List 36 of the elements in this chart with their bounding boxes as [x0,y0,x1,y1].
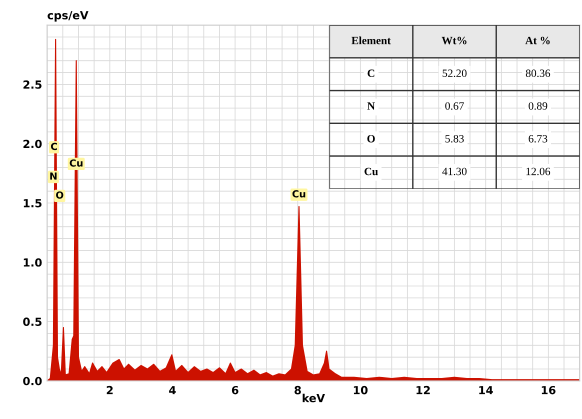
y-tick-label: 2.0 [23,140,42,148]
y-tick-label: 1.0 [24,258,42,267]
x-tick-label: 12 [416,386,430,394]
x-tick-label: 10 [354,386,368,394]
annotation: Cu [70,159,82,167]
x-tick-label: 4 [169,386,176,394]
x-tick-label: 16 [542,386,556,394]
annotation: N [50,172,57,180]
annotation: At % [525,36,550,44]
annotation: C [368,70,374,78]
y-tick-label: 1.5 [24,199,42,208]
annotation: 12.06 [526,168,550,176]
annotation: 5.83 [445,134,464,143]
x-tick-label: 8 [294,386,301,394]
annotation: 0.89 [528,102,548,110]
y-tick-label: 2.5 [23,80,42,89]
annotation: Cu [292,190,306,198]
y-tick-label: 0.0 [23,376,42,386]
x-tick-label: 2 [106,386,113,394]
y-axis-title: cps/eV [48,11,88,22]
annotation: N [367,102,375,110]
annotation: C [50,142,57,150]
x-axis-title: keV [302,394,325,402]
annotation: Cu [364,168,378,176]
annotation: 41.30 [442,168,467,176]
x-tick-label: 14 [479,386,493,394]
annotation: 0.67 [445,102,464,110]
annotation: O [367,135,375,142]
y-tick-label: 0.5 [23,318,42,326]
annotation: 80.36 [526,70,550,78]
annotation: Element [352,36,391,44]
x-tick-label: 6 [232,386,238,394]
annotation: Wt% [442,36,466,44]
annotation: O [56,191,64,199]
annotation: 6.73 [528,135,548,143]
annotation: 52.20 [442,70,467,78]
